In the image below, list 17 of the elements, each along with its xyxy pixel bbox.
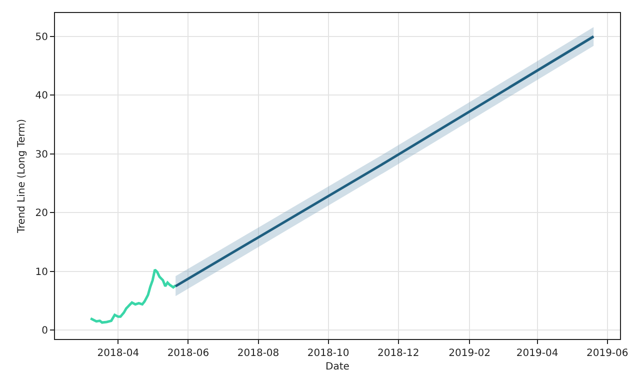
line-series	[89, 268, 177, 324]
x-tick-label: 2018-08	[237, 348, 280, 359]
x-tick-label: 2019-04	[516, 348, 558, 359]
x-tick-label: 2018-12	[377, 348, 420, 359]
y-tick-label: 10	[35, 266, 48, 278]
x-tick-label: 2018-04	[97, 348, 140, 359]
y-axis-title: Trend Line (Long Term)	[16, 118, 28, 234]
x-tick-label: 2018-10	[307, 348, 350, 359]
y-tick-label: 20	[35, 208, 48, 220]
x-tick-label: 2019-02	[448, 348, 490, 359]
y-tick-label: 40	[35, 90, 48, 102]
x-axis-title: Date	[326, 362, 350, 372]
y-tick-label: 30	[35, 149, 48, 160]
y-tick-label: 50	[35, 32, 48, 43]
y-tick-label: 0	[42, 326, 48, 337]
x-tick-label: 2018-06	[167, 348, 210, 359]
x-tick-label: 2019-06	[586, 348, 628, 359]
